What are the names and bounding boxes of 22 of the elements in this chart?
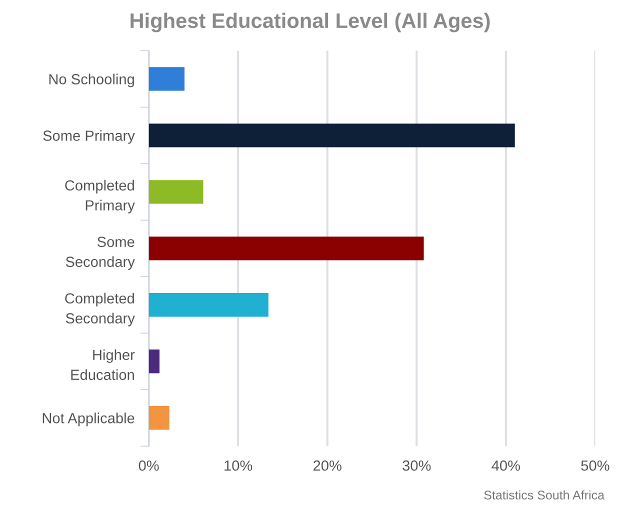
bar (148, 124, 515, 148)
bar (148, 67, 185, 91)
chart-title: Highest Educational Level (All Ages) (130, 12, 490, 32)
y-tick-label: Higher Education (71, 349, 135, 380)
y-tick-label: No Schooling (49, 74, 134, 88)
x-tick-label: 20% (314, 460, 342, 471)
y-tick-label: Completed Primary (65, 180, 135, 214)
y-tick-label: Some Secondary (66, 236, 135, 270)
y-tick-label: Completed Secondary (65, 292, 135, 326)
y-tick-label: Some Primary (43, 130, 135, 144)
text: Statistics South Africa (484, 490, 605, 500)
bar (148, 180, 204, 204)
bar (148, 350, 160, 374)
y-tick-label: Not Applicable (42, 412, 134, 426)
x-tick-label: 10% (224, 460, 252, 471)
bar (148, 236, 424, 260)
bar (148, 406, 170, 430)
bar (148, 293, 268, 317)
x-tick-label: 30% (402, 460, 431, 471)
x-tick-label: 50% (581, 460, 610, 471)
x-tick-label: 40% (492, 460, 520, 471)
x-tick-label: 0% (138, 460, 159, 471)
